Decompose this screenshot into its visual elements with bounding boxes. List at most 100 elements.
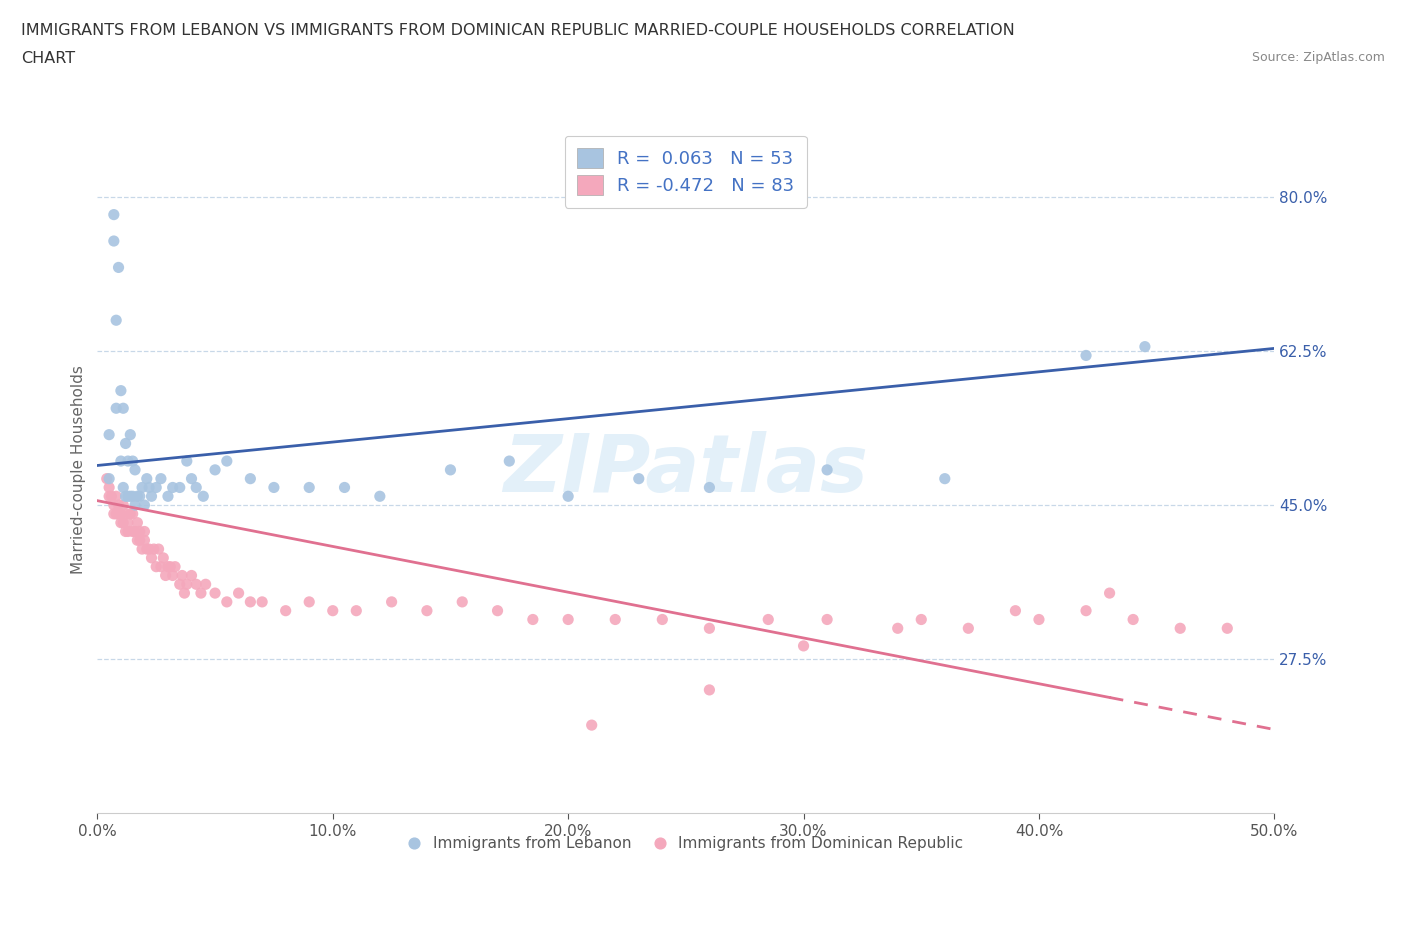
Point: [522, 612, 544, 627]
Point: [112, 515, 135, 530]
Point: [110, 507, 132, 522]
Point: [149, 559, 172, 574]
Point: [114, 507, 136, 522]
Point: [103, 498, 125, 512]
Point: [105, 489, 128, 504]
Point: [793, 639, 815, 654]
Point: [152, 551, 174, 565]
Point: [141, 551, 163, 565]
Point: [121, 489, 143, 504]
Point: [194, 577, 217, 591]
Point: [886, 621, 908, 636]
Point: [322, 604, 344, 618]
Point: [910, 612, 932, 627]
Point: [120, 427, 142, 442]
Point: [98, 480, 121, 495]
Point: [204, 586, 226, 601]
Point: [699, 480, 721, 495]
Point: [557, 489, 579, 504]
Point: [815, 462, 838, 477]
Point: [124, 524, 146, 538]
Point: [120, 489, 142, 504]
Point: [138, 480, 160, 495]
Point: [98, 489, 121, 504]
Point: [344, 604, 367, 618]
Point: [135, 541, 157, 556]
Point: [239, 472, 262, 486]
Point: [498, 454, 520, 469]
Point: [368, 489, 391, 504]
Point: [98, 472, 121, 486]
Text: IMMIGRANTS FROM LEBANON VS IMMIGRANTS FROM DOMINICAN REPUBLIC MARRIED-COUPLE HOU: IMMIGRANTS FROM LEBANON VS IMMIGRANTS FR…: [21, 23, 1015, 38]
Point: [149, 472, 172, 486]
Point: [142, 541, 165, 556]
Point: [159, 559, 181, 574]
Point: [699, 683, 721, 698]
Point: [98, 427, 121, 442]
Point: [190, 586, 212, 601]
Point: [131, 480, 153, 495]
Point: [117, 489, 139, 504]
Point: [180, 568, 202, 583]
Point: [114, 489, 136, 504]
Point: [1074, 348, 1097, 363]
Point: [103, 507, 125, 522]
Point: [127, 489, 149, 504]
Point: [699, 621, 721, 636]
Point: [135, 472, 157, 486]
Point: [96, 472, 118, 486]
Point: [112, 480, 135, 495]
Point: [127, 515, 149, 530]
Point: [333, 480, 356, 495]
Point: [1028, 612, 1050, 627]
Point: [112, 401, 135, 416]
Point: [163, 559, 186, 574]
Point: [145, 480, 167, 495]
Y-axis label: Married-couple Households: Married-couple Households: [72, 365, 86, 575]
Point: [138, 541, 160, 556]
Point: [105, 312, 128, 327]
Point: [416, 604, 439, 618]
Point: [145, 559, 167, 574]
Point: [107, 507, 129, 522]
Point: [124, 462, 146, 477]
Point: [128, 533, 150, 548]
Point: [100, 489, 122, 504]
Point: [176, 454, 198, 469]
Point: [186, 577, 208, 591]
Point: [186, 480, 208, 495]
Point: [148, 541, 170, 556]
Point: [114, 436, 136, 451]
Point: [239, 594, 262, 609]
Point: [121, 454, 143, 469]
Point: [1216, 621, 1239, 636]
Point: [274, 604, 297, 618]
Point: [114, 524, 136, 538]
Point: [381, 594, 404, 609]
Point: [131, 541, 153, 556]
Point: [121, 524, 143, 538]
Point: [1122, 612, 1144, 627]
Point: [117, 515, 139, 530]
Point: [298, 480, 321, 495]
Point: [1074, 604, 1097, 618]
Point: [103, 233, 125, 248]
Point: [1004, 604, 1026, 618]
Point: [105, 401, 128, 416]
Point: [957, 621, 980, 636]
Point: [128, 524, 150, 538]
Point: [162, 480, 184, 495]
Point: [934, 472, 956, 486]
Point: [298, 594, 321, 609]
Point: [486, 604, 509, 618]
Point: [1168, 621, 1191, 636]
Point: [155, 568, 177, 583]
Point: [128, 489, 150, 504]
Point: [173, 586, 195, 601]
Point: [1098, 586, 1121, 601]
Point: [103, 207, 125, 222]
Point: [605, 612, 627, 627]
Point: [169, 577, 191, 591]
Point: [156, 559, 179, 574]
Point: [581, 718, 603, 733]
